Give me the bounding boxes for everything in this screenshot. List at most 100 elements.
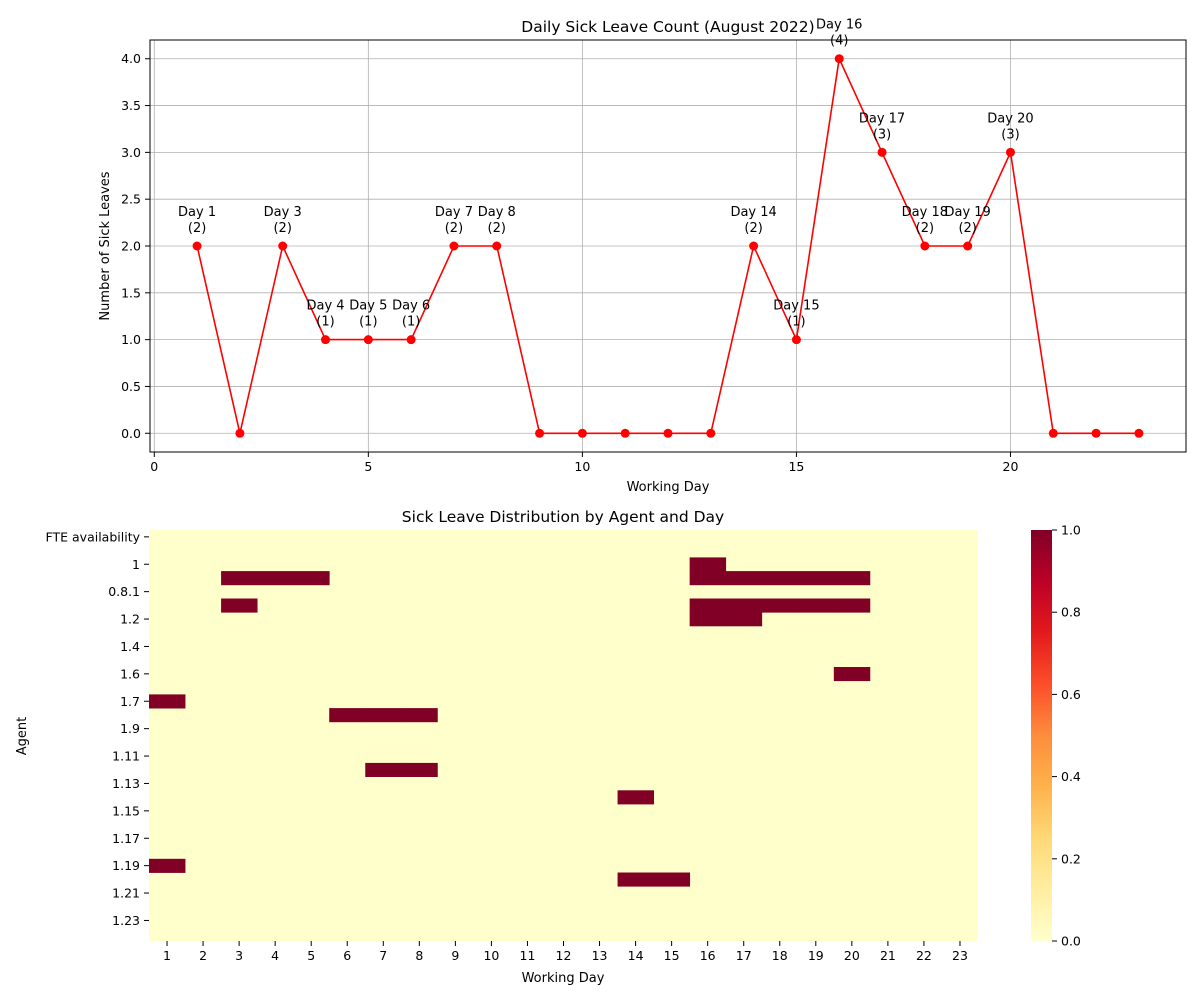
data-point bbox=[749, 241, 759, 251]
data-point bbox=[492, 241, 502, 251]
point-annotation: Day 3(2) bbox=[264, 205, 302, 236]
line-chart: 0 5 10 15 20 0.0 0.5 1.0 1.5 2.0 2.5 3.0 3.5 4.0 Day… bbox=[98, 18, 1187, 495]
heatmap-x-tick-label: 8 bbox=[415, 948, 423, 963]
data-point bbox=[363, 335, 373, 345]
point-annotation: Day 15(1) bbox=[773, 299, 819, 330]
data-point bbox=[278, 241, 288, 251]
heatmap-cell bbox=[761, 598, 799, 613]
heatmap-cell bbox=[797, 598, 835, 613]
colorbar-gradient bbox=[1031, 530, 1052, 941]
heatmap-chart: 1 2 3 4 5 6 7 8 9 10 11 12 13 14 15 16 17 18 19 20 21 22 23 FT… bbox=[15, 508, 1081, 986]
heatmap-x-tick-label: 17 bbox=[736, 948, 752, 963]
data-point bbox=[321, 335, 331, 345]
data-point bbox=[235, 428, 245, 438]
heatmap-cell bbox=[689, 612, 727, 627]
heatmap-y-label: Agent bbox=[15, 717, 30, 755]
heatmap-cell bbox=[689, 571, 727, 586]
heatmap-cell bbox=[797, 571, 835, 586]
point-annotation: Day 1(2) bbox=[178, 205, 216, 236]
y-tick-label: 0.5 bbox=[121, 379, 141, 394]
annotation-day-label: Day 5 bbox=[349, 299, 387, 314]
annotation-day-label: Day 17 bbox=[859, 111, 905, 126]
heatmap-y-tick-label: 1.2 bbox=[120, 612, 140, 627]
heatmap-cell bbox=[761, 571, 799, 586]
line-chart-annotations: Day 1(2)Day 3(2)Day 4(1)Day 5(1)Day 6(1)… bbox=[178, 18, 1034, 330]
line-chart-x-label: Working Day bbox=[627, 480, 710, 495]
heatmap-cells bbox=[149, 557, 871, 887]
data-point bbox=[663, 428, 673, 438]
colorbar-tick-label: 0.8 bbox=[1061, 605, 1081, 620]
heatmap-y-tick-label: 1.6 bbox=[120, 666, 140, 681]
heatmap-x-tick-label: 14 bbox=[628, 948, 644, 963]
heatmap-y-tick-label: 1.17 bbox=[112, 831, 140, 846]
annotation-day-label: Day 6 bbox=[392, 299, 430, 314]
point-annotation: Day 7(2) bbox=[435, 205, 473, 236]
colorbar-tick-label: 0.0 bbox=[1061, 934, 1081, 949]
colorbar-tick-label: 0.6 bbox=[1061, 687, 1081, 702]
heatmap-x-tick-label: 18 bbox=[772, 948, 788, 963]
heatmap-x-tick-label: 5 bbox=[307, 948, 315, 963]
y-tick-label: 2.5 bbox=[121, 192, 141, 207]
heatmap-cell bbox=[293, 571, 330, 586]
heatmap-cell bbox=[149, 694, 186, 709]
heatmap-cell bbox=[221, 598, 258, 613]
heatmap-y-tick-label: 1.19 bbox=[112, 858, 140, 873]
heatmap-cell bbox=[833, 667, 871, 682]
heatmap-x-label: Working Day bbox=[522, 971, 605, 986]
x-tick-label: 0 bbox=[150, 459, 158, 474]
heatmap-x-tick-label: 12 bbox=[556, 948, 572, 963]
heatmap-background bbox=[149, 530, 978, 941]
sick-leave-series-points bbox=[192, 54, 1144, 438]
annotation-count-label: (1) bbox=[787, 315, 805, 330]
heatmap-cell bbox=[725, 598, 763, 613]
point-annotation: Day 14(2) bbox=[730, 205, 776, 236]
point-annotation: Day 17(3) bbox=[859, 111, 905, 142]
point-annotation: Day 16(4) bbox=[816, 18, 862, 49]
heatmap-x-tick-label: 19 bbox=[808, 948, 824, 963]
heatmap-cell bbox=[689, 598, 727, 613]
data-point bbox=[1048, 428, 1058, 438]
annotation-count-label: (2) bbox=[273, 221, 291, 236]
data-point bbox=[577, 428, 587, 438]
y-tick-label: 2.0 bbox=[121, 239, 141, 254]
annotation-count-label: (4) bbox=[830, 34, 848, 49]
heatmap-cell bbox=[257, 571, 294, 586]
heatmap-cell bbox=[365, 762, 402, 777]
point-annotation: Day 20(3) bbox=[987, 111, 1033, 142]
heatmap-y-tick-label: 1.4 bbox=[120, 639, 140, 654]
annotation-day-label: Day 14 bbox=[730, 205, 776, 220]
heatmap-x-tick-label: 9 bbox=[451, 948, 459, 963]
heatmap-y-tick-label: 1.21 bbox=[112, 886, 140, 901]
annotation-count-label: (2) bbox=[488, 221, 506, 236]
annotation-day-label: Day 20 bbox=[987, 111, 1033, 126]
heatmap-y-tick-label: 1 bbox=[132, 557, 140, 572]
heatmap-y-tick-label: 1.9 bbox=[120, 721, 140, 736]
heatmap-x-tick-label: 13 bbox=[592, 948, 608, 963]
heatmap-x-tick-label: 15 bbox=[664, 948, 680, 963]
heatmap-cell bbox=[401, 762, 438, 777]
annotation-count-label: (2) bbox=[958, 221, 976, 236]
heatmap-x-tick-label: 10 bbox=[483, 948, 499, 963]
colorbar-tick-label: 0.4 bbox=[1061, 769, 1081, 784]
annotation-day-label: Day 3 bbox=[264, 205, 302, 220]
heatmap-cell bbox=[221, 571, 258, 586]
heatmap-cell bbox=[617, 872, 655, 887]
y-tick-label: 0.0 bbox=[121, 426, 141, 441]
heatmap-x-tick-label: 22 bbox=[916, 948, 932, 963]
heatmap-x-tick-label: 3 bbox=[235, 948, 243, 963]
heatmap-y-tick-label: FTE availability bbox=[46, 529, 141, 544]
line-chart-y-axis: 0.0 0.5 1.0 1.5 2.0 2.5 3.0 3.5 4.0 bbox=[121, 51, 150, 441]
heatmap-x-tick-label: 7 bbox=[379, 948, 387, 963]
heatmap-cell bbox=[725, 571, 763, 586]
point-annotation: Day 6(1) bbox=[392, 299, 430, 330]
heatmap-cell bbox=[401, 708, 438, 723]
heatmap-cell bbox=[653, 872, 691, 887]
heatmap-x-tick-label: 2 bbox=[199, 948, 207, 963]
heatmap-y-tick-label: 1.13 bbox=[112, 776, 140, 791]
data-point bbox=[449, 241, 459, 251]
heatmap-y-tick-label: 1.15 bbox=[112, 803, 140, 818]
annotation-day-label: Day 18 bbox=[902, 205, 948, 220]
colorbar-tick-label: 0.2 bbox=[1061, 851, 1081, 866]
